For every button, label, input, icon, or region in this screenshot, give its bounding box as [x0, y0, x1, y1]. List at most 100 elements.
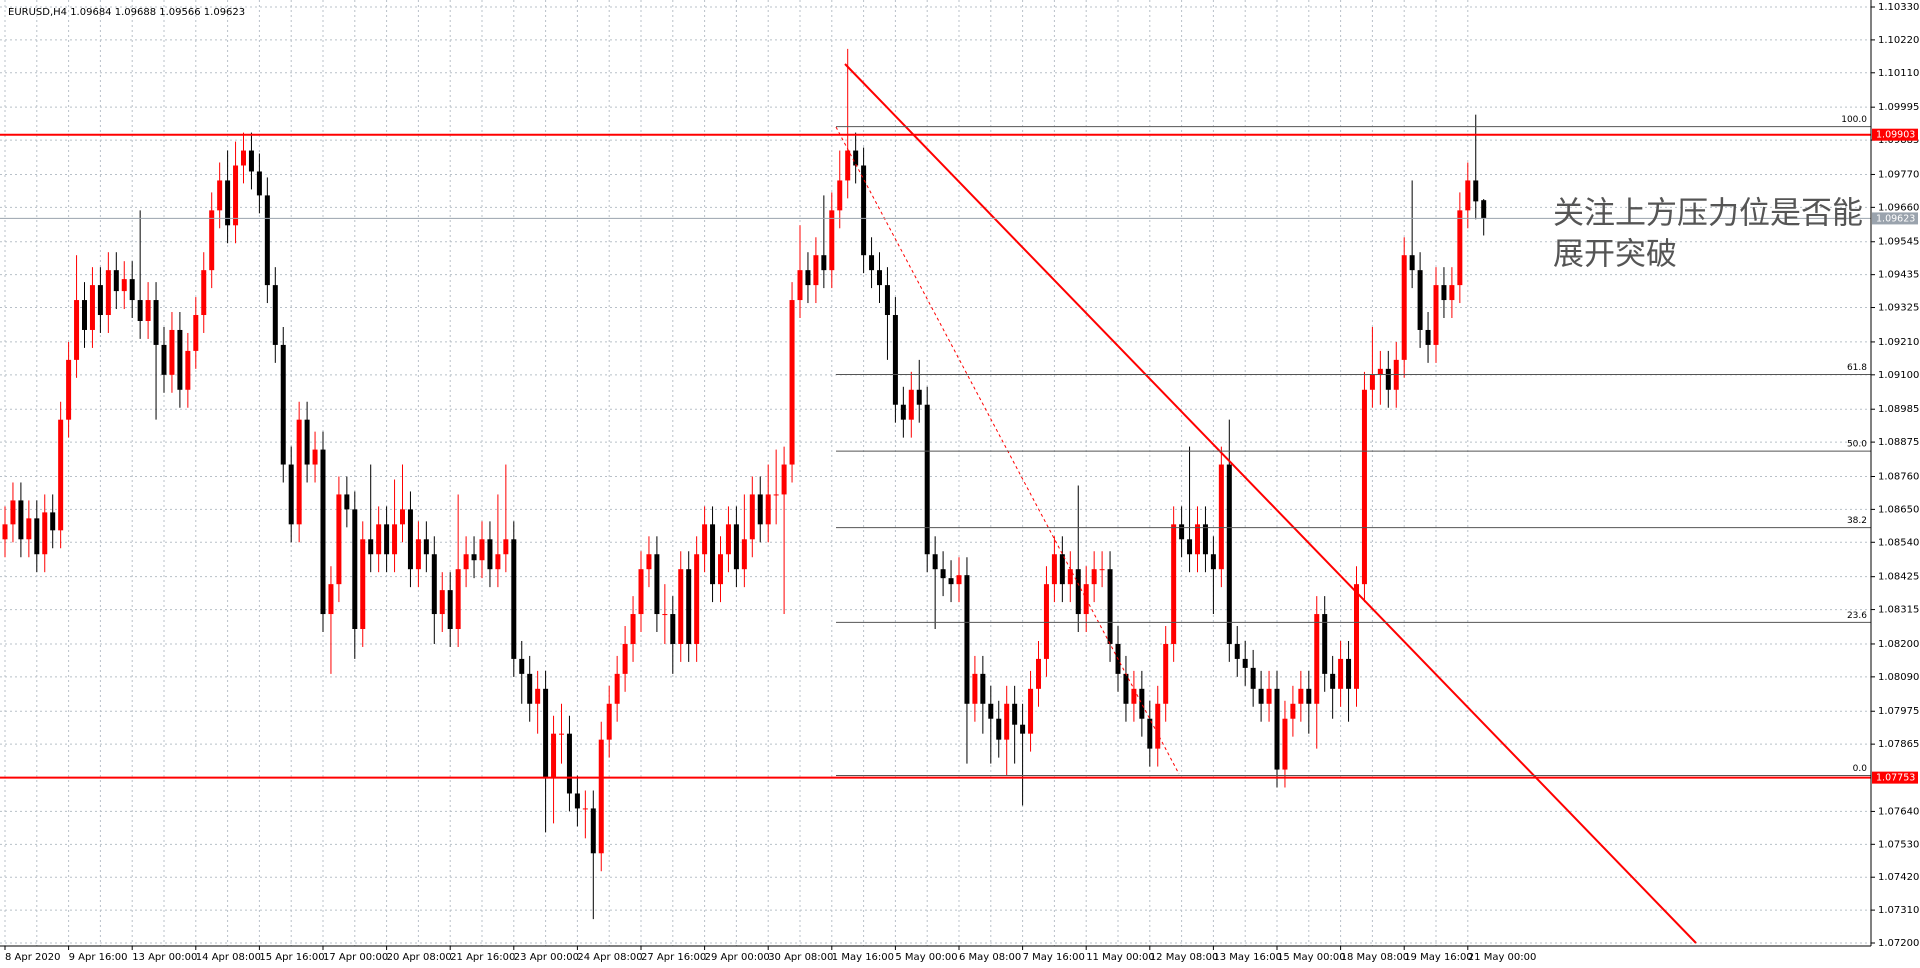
overlays: 100.0 61.8 50.0 38.2 23.6 0.0 — [0, 115, 1871, 779]
candle-body — [869, 255, 875, 271]
fib-label: 50.0 — [1847, 440, 1867, 450]
candle-body — [304, 419, 310, 465]
candle-body — [837, 180, 843, 211]
header: EURUSD,H4 1.09684 1.09688 1.09566 1.0962… — [8, 7, 245, 18]
candle-body — [1473, 180, 1479, 202]
y-tick-label: 1.09660 — [1878, 202, 1919, 213]
candle-body — [503, 539, 509, 555]
candle-body — [829, 210, 835, 271]
candle-body — [153, 300, 159, 345]
price-box — [1872, 771, 1918, 784]
candle-body — [1417, 270, 1423, 330]
candle-body — [26, 518, 32, 540]
candle-body — [320, 449, 326, 615]
candle-body — [105, 270, 111, 316]
candle-body — [773, 494, 779, 496]
candle-body — [845, 150, 851, 181]
y-tick-label: 1.08090 — [1878, 672, 1919, 683]
candle-body — [18, 500, 24, 540]
candle-body — [137, 300, 143, 321]
candle-body — [543, 688, 549, 779]
candle-body — [1290, 703, 1296, 719]
x-tick-label: 17 Apr 00:00 — [323, 952, 388, 963]
candle-body — [193, 315, 199, 351]
candle-body — [1059, 554, 1065, 585]
candle-body — [479, 539, 485, 561]
candle-body — [988, 703, 994, 719]
fib-label: 100.0 — [1841, 115, 1867, 125]
candle-body — [765, 494, 771, 525]
x-tick-label: 20 Apr 08:00 — [387, 952, 452, 963]
candle-body — [590, 808, 596, 854]
x-tick-label: 29 Apr 00:00 — [705, 952, 770, 963]
candle-body — [1465, 180, 1471, 211]
candle-body — [630, 614, 636, 644]
candle-body — [916, 389, 922, 405]
candle-body — [1346, 658, 1352, 689]
candle-body — [177, 329, 183, 390]
trend-line — [844, 63, 1697, 944]
candle-body — [201, 270, 207, 316]
y-tick-label: 1.07420 — [1878, 872, 1919, 883]
candle-body — [1099, 569, 1105, 571]
candle-body — [789, 300, 795, 465]
candle-body — [662, 614, 668, 616]
candle-body — [145, 300, 151, 321]
candle-body — [702, 524, 708, 555]
candle-body — [50, 512, 56, 531]
candle-body — [407, 509, 413, 570]
y-tick-label: 1.08875 — [1878, 437, 1919, 448]
x-tick-label: 21 May 00:00 — [1468, 952, 1537, 963]
candle-body — [376, 524, 382, 555]
candle-body — [1067, 569, 1073, 585]
candle-body — [956, 575, 962, 585]
y-tick-label: 1.08650 — [1878, 504, 1919, 515]
candle-body — [1195, 524, 1200, 555]
candle-body — [312, 449, 318, 465]
y-tick-label: 1.07200 — [1878, 938, 1919, 949]
x-tick-label: 19 May 16:00 — [1404, 952, 1473, 963]
y-tick-label: 1.08540 — [1878, 537, 1919, 548]
y-tick-label: 1.09995 — [1878, 102, 1919, 113]
candle-body — [34, 518, 40, 555]
candle-body — [1274, 688, 1280, 770]
x-tick-label: 24 Apr 08:00 — [577, 952, 642, 963]
candle-body — [535, 688, 541, 704]
price-box-label: 1.09903 — [1876, 130, 1915, 141]
candle-body — [455, 569, 461, 630]
y-tick-label: 1.07640 — [1878, 806, 1919, 817]
candle-body — [678, 569, 684, 644]
candle-body — [1147, 718, 1153, 749]
candle-body — [670, 614, 676, 644]
candle-body — [598, 739, 604, 854]
candle-body — [964, 575, 970, 704]
candle-body — [463, 554, 469, 570]
candle-body — [1123, 673, 1129, 704]
candle-body — [1433, 285, 1439, 345]
candle-body — [1298, 688, 1304, 704]
candle-body — [996, 718, 1002, 740]
candle-body — [1234, 643, 1240, 659]
candle-body — [749, 494, 755, 540]
candle-body — [1322, 614, 1328, 674]
candle-body — [1210, 554, 1216, 570]
candle-body — [582, 808, 588, 810]
candle-body — [185, 350, 191, 390]
candle-body — [97, 285, 103, 316]
candle-body — [2, 524, 8, 540]
candle-body — [1314, 614, 1320, 704]
candle-body — [1075, 569, 1081, 615]
fib-diagonal — [835, 126, 1180, 775]
candle-body — [551, 733, 557, 779]
candle-body — [1250, 667, 1256, 689]
candle-body — [280, 344, 286, 465]
y-tick-label: 1.10110 — [1878, 68, 1919, 79]
x-tick-label: 21 Apr 16:00 — [450, 952, 515, 963]
candle-body — [10, 500, 16, 525]
x-tick-label: 23 Apr 00:00 — [514, 952, 579, 963]
candle-body — [1218, 464, 1224, 570]
candle-body — [89, 285, 95, 330]
candle-body — [495, 554, 501, 570]
x-tick-label: 30 Apr 08:00 — [768, 952, 833, 963]
